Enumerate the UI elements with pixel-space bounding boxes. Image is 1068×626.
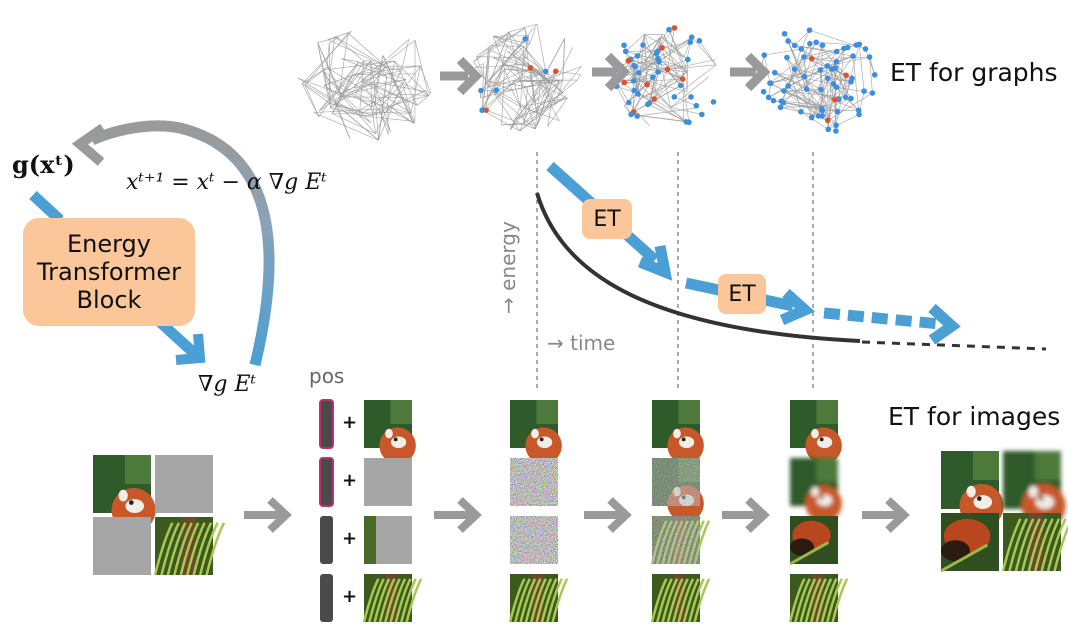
stage-3-patch-2 [790,458,842,522]
stage-1-patch-2 [510,458,558,506]
token-patch-2 [364,458,412,506]
stage-2-patch-4 [650,574,711,623]
pos-embedding-1 [319,399,334,449]
plus-sign-1: + [342,412,358,433]
block-line-2: Transformer [36,258,181,286]
output-arrow [156,317,199,359]
graph-stage-2 [473,23,582,132]
stage-1-patch-3 [510,516,558,564]
energy-transformer-block: Energy Transformer Block [23,218,195,326]
stage-1-patch-4 [508,574,569,623]
image-arrow-2 [434,497,482,533]
energy-axis-label: → energy [496,221,520,314]
token-patch-3 [364,516,412,564]
pos-embedding-4 [320,574,333,622]
graphs-title: ET for graphs [890,58,1058,87]
graph-stage-arrows [440,52,771,96]
output-patch-4 [1001,513,1068,572]
plus-sign-2: + [342,470,358,491]
stage-2-patch-3 [650,516,711,565]
graph-stage-3 [611,25,717,127]
input-patch-grass [153,517,226,576]
image-arrow-3 [584,497,632,533]
pos-label: pos [309,364,345,388]
image-arrow-4 [722,497,770,533]
token-patch-1 [364,400,416,464]
block-line-1: Energy [66,230,151,258]
gx-label: g(xᵗ) [12,150,75,179]
graph-stage-1 [297,31,431,141]
image-stage-arrows [244,497,910,533]
stage-1-patch-1 [510,400,562,464]
energy-curve [535,192,861,343]
image-arrow-1 [244,497,292,533]
pos-embedding-2 [319,457,334,507]
update-equation: xᵗ⁺¹ = xᵗ − α ∇g Eᵗ [126,170,327,195]
stage-2-patch-2 [652,458,704,522]
block-line-3: Block [76,286,142,314]
time-step-lines [536,152,814,392]
images-title: ET for images [888,402,1061,431]
update-loop [29,120,275,367]
plus-sign-4: + [342,586,358,607]
graph-evolution [297,23,878,141]
et-badge-2: ET [718,274,766,314]
token-patch-4 [362,574,423,623]
output-patch-3 [940,513,999,573]
input-patch-panda [93,455,156,533]
image-reconstruction [93,399,1068,623]
input-patch-masked-1 [155,455,213,513]
graph-stage-4 [756,27,878,134]
loop-arrow [89,120,275,367]
stage-3-patch-3 [789,516,838,566]
pos-embedding-3 [320,516,333,564]
grad-energy-label: ∇g Eᵗ [198,372,256,397]
stage-3-patch-4 [788,574,849,623]
stage-3-patch-1 [790,400,842,464]
time-axis-label: → time [547,331,616,355]
image-arrow-5 [862,497,910,533]
input-arrow [29,190,64,225]
energy-curve-extension [861,340,1047,351]
stage-2-patch-1 [652,400,704,464]
et-badge-1: ET [582,199,632,239]
plus-sign-3: + [342,528,358,549]
input-patch-masked-2 [93,517,151,575]
output-patch-1 [941,451,1004,529]
